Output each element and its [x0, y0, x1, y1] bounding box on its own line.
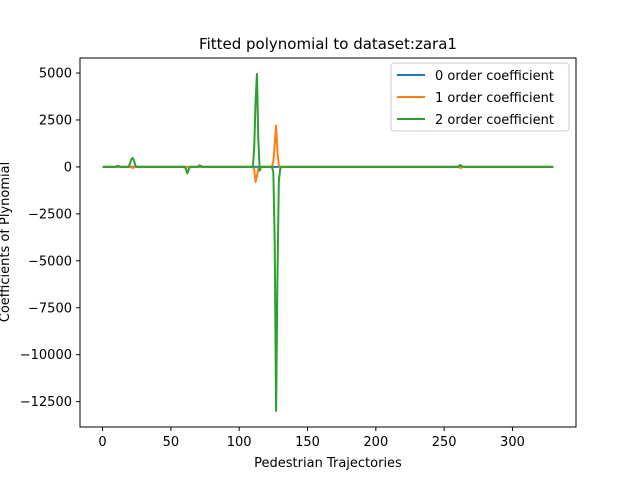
y-tick-label: 2500 — [39, 113, 72, 128]
legend: 0 order coefficient 1 order coefficient 2 … — [390, 62, 570, 132]
y-tick-label: 5000 — [39, 67, 72, 82]
y-tick-label: 0 — [64, 160, 72, 175]
y-tick-label: −5000 — [28, 254, 72, 269]
legend-label-1: 1 order coefficient — [435, 91, 554, 106]
legend-label-0: 0 order coefficient — [435, 69, 554, 84]
y-tick-label: −7500 — [28, 301, 72, 316]
axes: 0 50 100 150 200 250 300 −12500 −10000 −7500 −5000… — [20, 57, 577, 450]
x-tick-label: 150 — [295, 435, 320, 450]
legend-box — [390, 62, 570, 132]
axes-frame — [79, 57, 577, 428]
y-tick-label: −10000 — [20, 348, 72, 363]
x-tick-label: 250 — [432, 435, 457, 450]
x-tick-label: 0 — [98, 435, 106, 450]
x-axis-label: Pedestrian Trajectories — [254, 456, 402, 471]
x-tick-label: 300 — [500, 435, 525, 450]
x-tick-label: 50 — [163, 435, 180, 450]
legend-label-2: 2 order coefficient — [435, 113, 554, 128]
series-line-2 — [102, 72, 554, 413]
x-tick-label: 200 — [363, 435, 388, 450]
y-tick-label: −12500 — [20, 395, 72, 410]
plot-area — [102, 72, 554, 413]
x-tick-label: 100 — [227, 435, 252, 450]
chart-title: Fitted polynomial to dataset:zara1 — [199, 35, 457, 53]
y-tick-label: −2500 — [28, 207, 72, 222]
y-axis-label: Coefficients of Plynomial — [0, 162, 13, 322]
